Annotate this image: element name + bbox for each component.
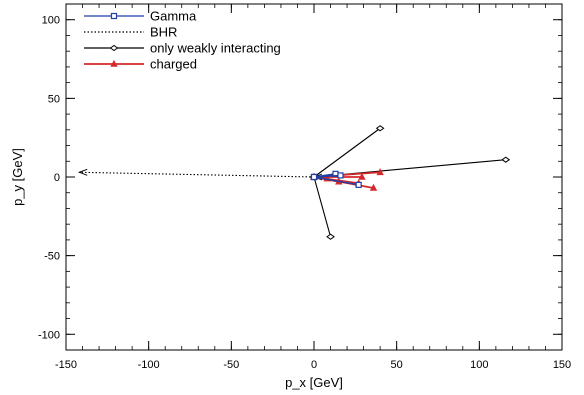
x-tick-label: -100 — [138, 359, 160, 371]
data-point — [376, 168, 384, 176]
legend-label: charged — [150, 57, 197, 72]
y-tick-label: 50 — [48, 93, 60, 105]
series-line — [313, 127, 381, 178]
x-tick-label: 100 — [470, 359, 488, 371]
y-tick-labels: -100 -50 0 50 100 — [38, 15, 60, 342]
minor-ticks — [65, 3, 563, 351]
y-tick-label: -50 — [44, 251, 60, 263]
series-line — [79, 171, 315, 178]
data-point — [358, 172, 366, 180]
y-axis-title: p_y [GeV] — [10, 148, 25, 206]
y-tick-label: 0 — [54, 172, 60, 184]
legend-label: Gamma — [150, 9, 197, 24]
data-point — [501, 156, 511, 163]
legend-entry: Gamma — [84, 9, 197, 24]
series-layer — [77, 125, 511, 240]
legend-entry: BHR — [84, 25, 177, 40]
data-point — [337, 172, 344, 179]
y-tick-label: -100 — [38, 329, 60, 341]
x-tick-label: -150 — [55, 359, 77, 371]
data-point — [355, 181, 362, 188]
y-tick-label: 100 — [42, 15, 60, 27]
x-tick-labels: -150 -100 -50 0 50 100 150 — [55, 359, 571, 371]
x-tick-label: 50 — [391, 359, 403, 371]
series-line — [313, 176, 332, 237]
series-line — [313, 176, 359, 186]
series-gamma — [310, 170, 362, 188]
legend-label: only weakly interacting — [150, 41, 281, 56]
x-tick-label: 150 — [553, 359, 571, 371]
series-line — [313, 174, 341, 178]
data-point — [310, 173, 318, 181]
data-point — [369, 183, 378, 191]
data-point — [375, 125, 385, 132]
major-ticks — [65, 4, 563, 350]
legend-label: BHR — [150, 25, 177, 40]
legend-marker — [110, 12, 118, 20]
x-tick-label: 0 — [311, 359, 317, 371]
data-point — [326, 233, 335, 240]
legend-entry: charged — [84, 57, 197, 72]
legend-marker — [110, 59, 118, 67]
x-axis-title: p_x [GeV] — [285, 375, 343, 390]
legend-marker — [109, 44, 119, 52]
x-tick-label: -50 — [223, 359, 239, 371]
legend-entry: only weakly interacting — [84, 41, 281, 56]
data-point — [77, 168, 88, 176]
